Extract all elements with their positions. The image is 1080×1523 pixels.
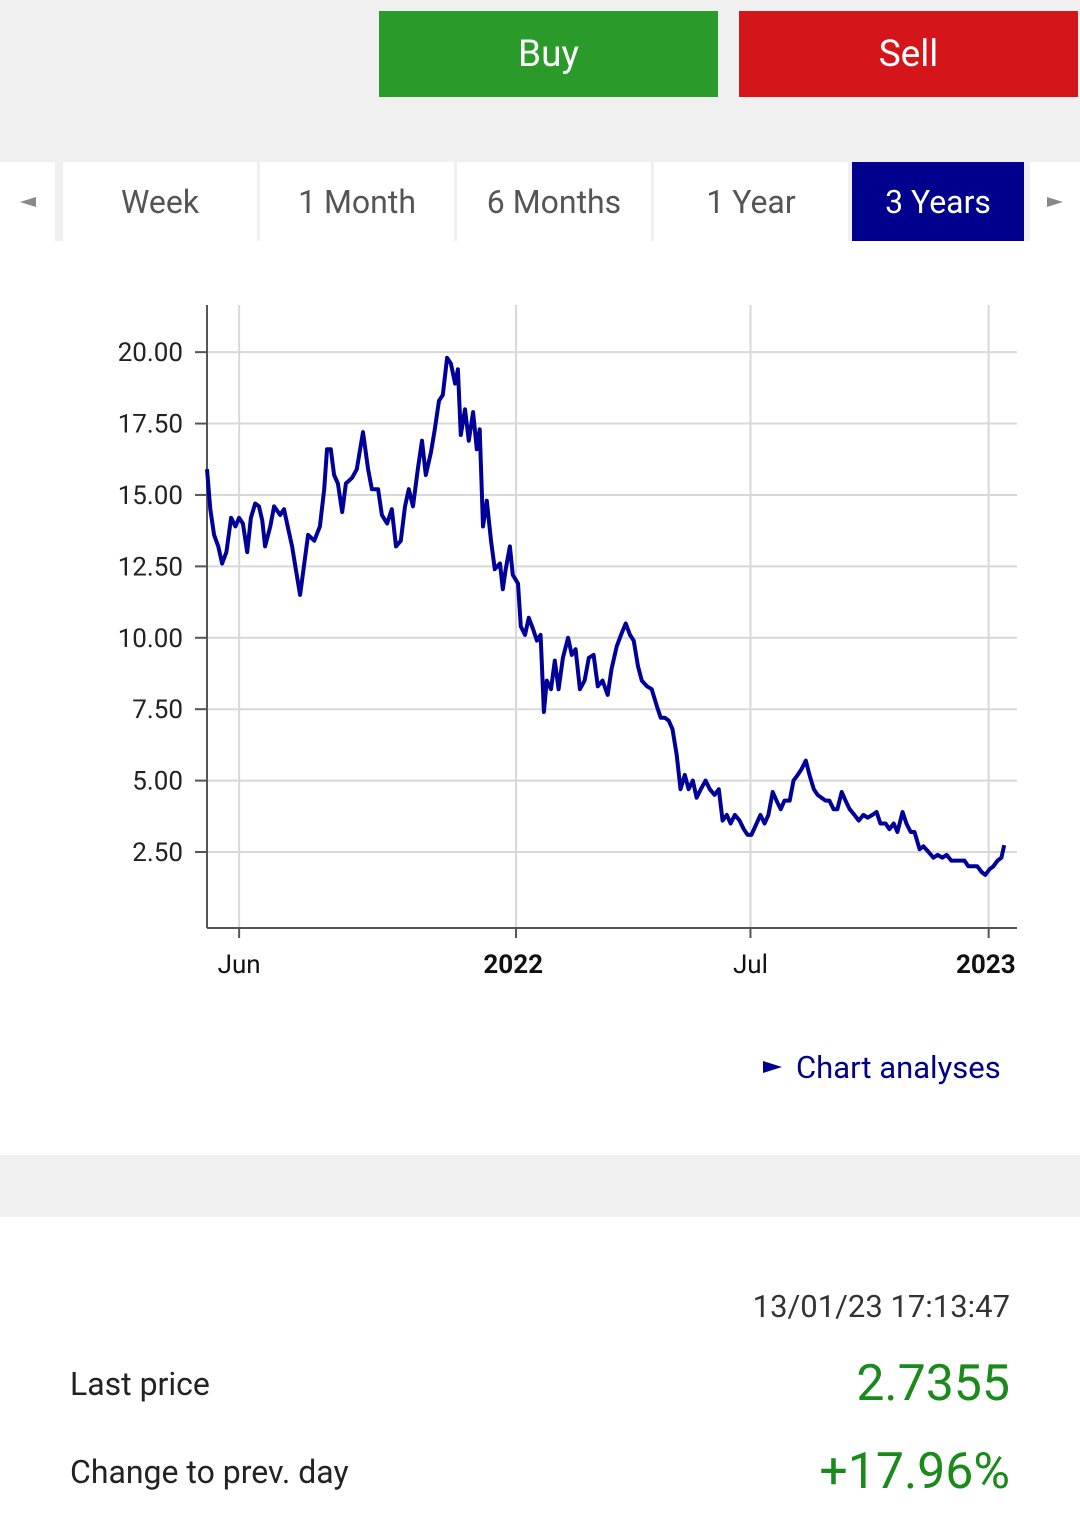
quote-value: +17.96% <box>819 1443 1010 1501</box>
x-tick-label: 2023 <box>956 950 1016 980</box>
y-tick-label: 7.50 <box>132 695 183 725</box>
next-arrow <box>1047 196 1063 207</box>
tab[interactable]: 1 Year <box>654 162 848 241</box>
tab-prev[interactable] <box>0 162 55 241</box>
tab-next[interactable] <box>1030 162 1080 241</box>
y-tick-label: 2.50 <box>132 838 183 868</box>
y-tick-label: 20.00 <box>118 338 183 368</box>
prev-arrow <box>19 196 36 207</box>
chart: 2.50 5.00 7.50 10.00 12.50 15.00 17.50 20.00 Jun… <box>118 305 1017 980</box>
buy-button[interactable]: Buy <box>379 11 718 97</box>
link-text: Chart analyses <box>796 1048 1001 1086</box>
y-tick-label: 17.50 <box>118 410 183 440</box>
y-tick-label: 10.00 <box>118 624 183 654</box>
tab[interactable]: 3 Years <box>852 162 1024 241</box>
sell-button[interactable]: Sell <box>739 11 1078 97</box>
timestamp: 13/01/23 17:13:47 <box>752 1288 1010 1325</box>
quote-label: Change to prev. day <box>70 1453 349 1491</box>
price-line <box>205 355 1007 877</box>
y-tick-label: 5.00 <box>132 767 183 797</box>
x-tick-label: Jun <box>218 950 261 980</box>
link-arrow <box>763 1061 782 1073</box>
quote-value: 2.7355 <box>856 1355 1010 1413</box>
tab[interactable]: Week <box>63 162 257 241</box>
y-tick-label: 15.00 <box>118 481 183 511</box>
tab[interactable]: 6 Months <box>457 162 651 241</box>
y-tick-label: 12.50 <box>118 552 183 582</box>
x-tick-label: 2022 <box>483 950 543 980</box>
tab[interactable]: 1 Month <box>260 162 454 241</box>
x-tick-label: Jul <box>733 950 768 980</box>
separator-band <box>0 1155 1080 1217</box>
chart-analyses-link[interactable]: Chart analyses <box>762 1045 1001 1089</box>
quote-label: Last price <box>70 1365 210 1403</box>
